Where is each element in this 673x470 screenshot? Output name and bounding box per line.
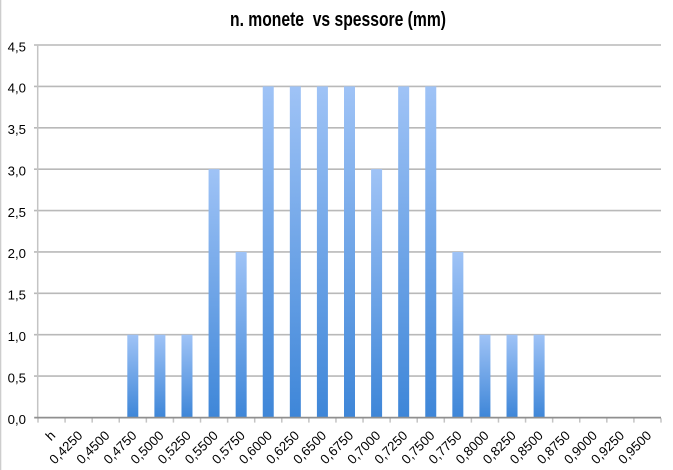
svg-text:3,5: 3,5 [8, 122, 26, 137]
svg-text:4,5: 4,5 [8, 39, 26, 54]
svg-text:2,0: 2,0 [8, 246, 26, 261]
svg-text:n. monete vs spessore (mm): n. monete vs spessore (mm) [230, 9, 446, 31]
svg-text:3,0: 3,0 [8, 163, 26, 178]
svg-text:1,5: 1,5 [8, 288, 26, 303]
svg-text:1,0: 1,0 [8, 329, 26, 344]
svg-text:2,5: 2,5 [8, 205, 26, 220]
svg-text:4,0: 4,0 [8, 81, 26, 96]
svg-text:0,5: 0,5 [8, 370, 26, 385]
svg-text:0,0: 0,0 [8, 412, 26, 427]
